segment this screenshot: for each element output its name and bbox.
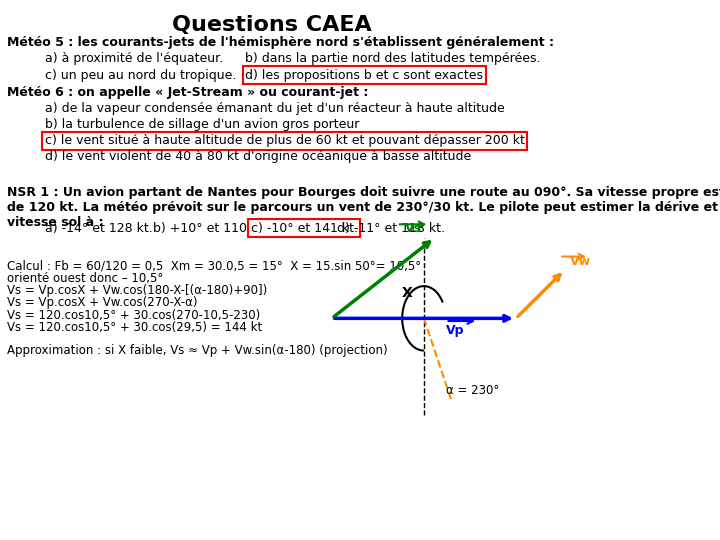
Text: c) le vent situé à haute altitude de plus de 60 kt et pouvant dépasser 200 kt: c) le vent situé à haute altitude de plu… bbox=[45, 134, 525, 147]
Text: Calcul : Fb = 60/120 = 0,5  Xm = 30.0,5 = 15°  X = 15.sin 50°= 10,5°: Calcul : Fb = 60/120 = 0,5 Xm = 30.0,5 =… bbox=[6, 259, 421, 272]
Text: Vs: Vs bbox=[405, 222, 421, 235]
Text: Vs = 120.cos10,5° + 30.cos(29,5) = 144 kt: Vs = 120.cos10,5° + 30.cos(29,5) = 144 k… bbox=[6, 321, 262, 334]
Text: d) les propositions b et c sont exactes: d) les propositions b et c sont exactes bbox=[245, 69, 483, 82]
Text: Météo 6 : on appelle « Jet-Stream » ou courant-jet :: Météo 6 : on appelle « Jet-Stream » ou c… bbox=[6, 86, 368, 99]
Text: c) un peu au nord du tropique.: c) un peu au nord du tropique. bbox=[45, 69, 236, 82]
Text: b) dans la partie nord des latitudes tempérées.: b) dans la partie nord des latitudes tem… bbox=[245, 52, 541, 65]
Text: a) de la vapeur condensée émanant du jet d'un réacteur à haute altitude: a) de la vapeur condensée émanant du jet… bbox=[45, 102, 505, 115]
Text: Vp: Vp bbox=[446, 325, 464, 338]
Text: Vw: Vw bbox=[570, 255, 591, 268]
Text: b) +10° et 110 kt.: b) +10° et 110 kt. bbox=[153, 221, 267, 235]
Text: a) -14° et 128 kt.: a) -14° et 128 kt. bbox=[45, 221, 153, 235]
Text: Vs = Vp.cosX + Vw.cos(270-X-α): Vs = Vp.cosX + Vw.cos(270-X-α) bbox=[6, 296, 197, 309]
Text: NSR 1 : Un avion partant de Nantes pour Bourges doit suivre une route au 090°. S: NSR 1 : Un avion partant de Nantes pour … bbox=[6, 186, 720, 229]
Text: orienté ouest donc – 10,5°: orienté ouest donc – 10,5° bbox=[6, 272, 163, 285]
Text: d) le vent violent de 40 à 80 kt d'origine océanique à basse altitude: d) le vent violent de 40 à 80 kt d'origi… bbox=[45, 150, 471, 163]
Text: α = 230°: α = 230° bbox=[446, 383, 499, 396]
Text: c) -10° et 141 kt.: c) -10° et 141 kt. bbox=[251, 221, 358, 235]
Text: Vs = Vp.cosX + Vw.cos(180-X-[(α-180)+90]): Vs = Vp.cosX + Vw.cos(180-X-[(α-180)+90]… bbox=[6, 284, 267, 297]
Text: Questions CAEA: Questions CAEA bbox=[172, 15, 372, 35]
Text: d) -11° et 118 kt.: d) -11° et 118 kt. bbox=[337, 221, 445, 235]
Text: a) à proximité de l'équateur.: a) à proximité de l'équateur. bbox=[45, 52, 223, 65]
Text: Vs = 120.cos10,5° + 30.cos(270-10,5-230): Vs = 120.cos10,5° + 30.cos(270-10,5-230) bbox=[6, 309, 260, 322]
Text: b) la turbulence de sillage d'un avion gros porteur: b) la turbulence de sillage d'un avion g… bbox=[45, 118, 359, 131]
Text: Approximation : si X faible, Vs ≈ Vp + Vw.sin(α-180) (projection): Approximation : si X faible, Vs ≈ Vp + V… bbox=[6, 344, 387, 357]
Text: Météo 5 : les courants-jets de l'hémisphère nord s'établissent généralement :: Météo 5 : les courants-jets de l'hémisph… bbox=[6, 36, 554, 49]
Text: X: X bbox=[402, 286, 413, 300]
